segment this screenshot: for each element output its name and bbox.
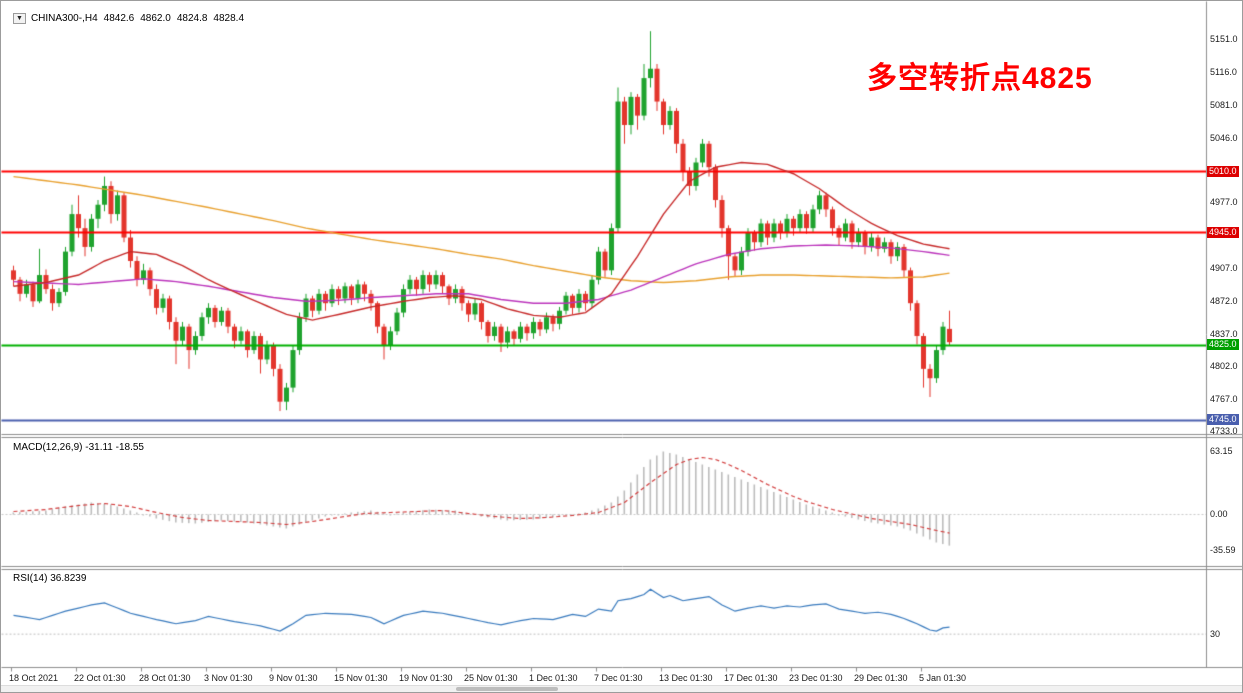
ohlc-close: 4828.4: [213, 13, 245, 24]
time-axis-label: 7 Dec 01:30: [594, 673, 643, 683]
rsi-label: RSI(14) 36.8239: [13, 573, 87, 584]
time-axis-label: 1 Dec 01:30: [529, 673, 578, 683]
price-axis[interactable]: 5151.0 5116.0 5081.0 5046.0 4977.0 4907.0 4872…: [1207, 1, 1242, 667]
price-level-label: 5010.0: [1207, 165, 1239, 177]
macd-label: MACD(12,26,9) -31.11 -18.55: [13, 442, 144, 453]
macd-tick-label: 0.00: [1210, 509, 1228, 519]
time-axis-label: 17 Dec 01:30: [724, 673, 778, 683]
time-axis-label: 9 Nov 01:30: [269, 673, 318, 683]
time-axis-label: 3 Nov 01:30: [204, 673, 253, 683]
price-tick-label: 5151.0: [1210, 34, 1238, 45]
ohlc-low: 4824.8: [176, 13, 208, 24]
price-tick-label: 5081.0: [1210, 99, 1238, 110]
time-axis-label: 15 Nov 01:30: [334, 673, 388, 683]
ohlc-open: 4842.6: [103, 13, 135, 24]
price-level-label: 4945.0: [1207, 226, 1239, 238]
price-tick-label: 4802.0: [1210, 361, 1238, 372]
time-axis-label: 23 Dec 01:30: [789, 673, 843, 683]
ohlc-high: 4862.0: [140, 13, 171, 24]
scrollbar-thumb[interactable]: [456, 687, 558, 691]
time-axis-label: 18 Oct 2021: [9, 673, 59, 683]
chart-title: ▼ CHINA300-,H4 4842.6 4862.0 4824.8 4828…: [13, 13, 244, 24]
price-level-label: 4745.0: [1207, 414, 1239, 426]
time-axis-label: 29 Dec 01:30: [854, 673, 908, 683]
price-tick-label: 5046.0: [1210, 132, 1238, 143]
price-tick-label: 4907.0: [1210, 262, 1238, 273]
time-axis-label: 13 Dec 01:30: [659, 673, 713, 683]
price-tick-label: 4837.0: [1210, 328, 1238, 339]
time-axis-label: 5 Jan 01:30: [919, 673, 967, 683]
symbol-dropdown-icon[interactable]: ▼: [13, 13, 26, 24]
time-axis-label: 22 Oct 01:30: [74, 673, 126, 683]
annotation-text: 多空转折点4825: [867, 62, 1093, 95]
price-tick-label: 4872.0: [1210, 295, 1238, 306]
rsi-tick-label: 30: [1210, 628, 1221, 639]
time-axis-label: 19 Nov 01:30: [399, 673, 453, 683]
horizontal-scrollbar[interactable]: [1, 685, 1242, 692]
price-tick-label: 4977.0: [1210, 197, 1238, 208]
symbol-timeframe-label: CHINA300-,H4: [30, 13, 98, 24]
price-tick-label: 4767.0: [1210, 394, 1238, 405]
macd-tick-label: -35.59: [1210, 544, 1236, 555]
time-axis-label: 28 Oct 01:30: [139, 673, 191, 683]
time-axis-label: 25 Nov 01:30: [464, 673, 518, 683]
price-tick-label: 5116.0: [1210, 66, 1237, 77]
time-axis[interactable]: 18 Oct 2021 22 Oct 01:30 28 Oct 01:30 3 Nov…: [1, 668, 1206, 688]
price-tick-label: 4733.0: [1210, 426, 1238, 437]
price-level-label: 4825.0: [1207, 339, 1239, 351]
macd-tick-label: 63.15: [1210, 445, 1233, 456]
